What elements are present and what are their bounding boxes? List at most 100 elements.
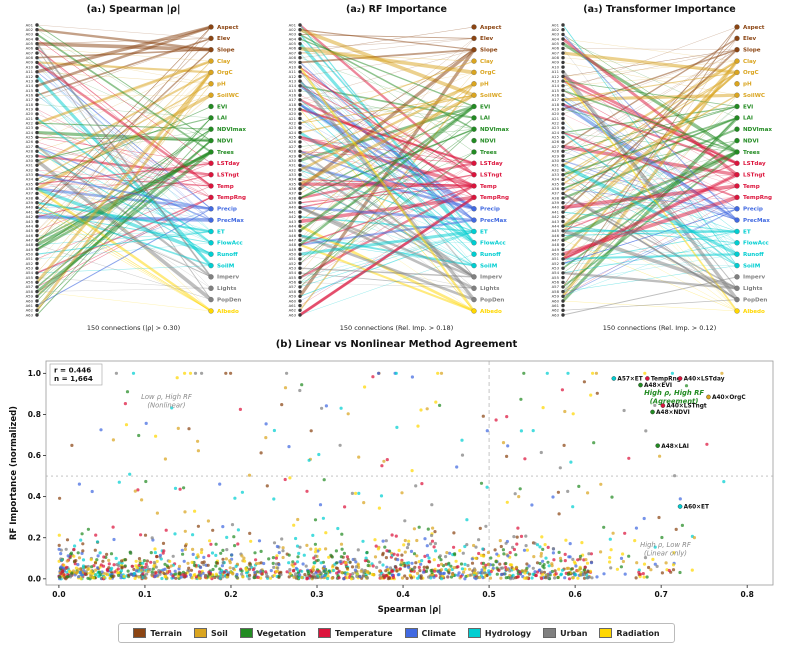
svg-text:SoilM: SoilM <box>480 263 498 269</box>
svg-text:PrecMax: PrecMax <box>480 218 507 224</box>
svg-text:A54: A54 <box>288 270 296 275</box>
legend-swatch-hydrology <box>467 628 481 638</box>
svg-text:A58: A58 <box>25 289 33 294</box>
svg-text:LSTngt: LSTngt <box>743 173 765 179</box>
svg-text:A11: A11 <box>25 69 33 74</box>
svg-text:A62: A62 <box>25 308 33 313</box>
scatter-title: (b) Linear vs Nonlinear Method Agreement <box>275 339 518 350</box>
svg-text:EVI: EVI <box>217 104 227 110</box>
svg-text:A21: A21 <box>551 116 559 121</box>
svg-text:Clay: Clay <box>217 59 231 65</box>
svg-text:A52: A52 <box>25 261 33 266</box>
svg-text:A49: A49 <box>288 247 296 252</box>
svg-text:A50: A50 <box>25 252 33 257</box>
svg-text:A06: A06 <box>288 46 296 51</box>
svg-text:A37: A37 <box>25 191 33 196</box>
panel-a1-title: (a₁) Spearman |ρ| <box>86 4 181 15</box>
svg-text:A46: A46 <box>288 233 296 238</box>
legend-item-terrain: Terrain <box>133 628 182 638</box>
svg-text:A15: A15 <box>551 88 559 93</box>
svg-text:RF Importance (normalized): RF Importance (normalized) <box>9 406 19 540</box>
svg-text:A20: A20 <box>288 111 296 116</box>
svg-text:A38: A38 <box>25 195 33 200</box>
svg-text:A51: A51 <box>25 256 33 261</box>
svg-text:Precip: Precip <box>480 207 500 213</box>
svg-text:A45: A45 <box>288 228 296 233</box>
svg-text:A58: A58 <box>288 289 296 294</box>
svg-text:A01: A01 <box>25 22 33 27</box>
svg-text:A17: A17 <box>551 97 559 102</box>
svg-text:A57: A57 <box>25 284 33 289</box>
svg-text:Albedo: Albedo <box>480 309 502 315</box>
svg-text:A04: A04 <box>551 36 559 41</box>
svg-text:A45: A45 <box>25 228 33 233</box>
svg-text:LAI: LAI <box>743 116 753 122</box>
svg-text:A12: A12 <box>25 74 33 79</box>
svg-text:ET: ET <box>217 229 225 235</box>
svg-text:A56: A56 <box>551 280 559 285</box>
svg-text:A44: A44 <box>25 223 33 228</box>
svg-text:r = 0.446: r = 0.446 <box>54 366 91 375</box>
svg-text:Low ρ, High RF: Low ρ, High RF <box>141 393 192 401</box>
svg-text:FlowAcc: FlowAcc <box>743 241 769 247</box>
svg-text:A02: A02 <box>25 27 33 32</box>
legend-label: Soil <box>210 628 228 638</box>
svg-text:A51: A51 <box>288 256 296 261</box>
svg-text:A59: A59 <box>25 294 33 299</box>
svg-text:Aspect: Aspect <box>480 25 502 31</box>
svg-text:A01: A01 <box>551 22 559 27</box>
svg-text:A14: A14 <box>25 83 33 88</box>
panel-a1-caption: 150 connections (|ρ| > 0.30) <box>86 324 181 332</box>
svg-text:A10: A10 <box>25 64 33 69</box>
svg-text:LAI: LAI <box>480 116 490 122</box>
svg-text:A25: A25 <box>551 135 559 140</box>
svg-text:Runoff: Runoff <box>480 252 501 258</box>
svg-text:A57: A57 <box>551 284 559 289</box>
legend-item-temperature: Temperature <box>318 628 393 638</box>
svg-text:A19: A19 <box>25 107 33 112</box>
svg-text:A01: A01 <box>288 22 296 27</box>
svg-text:0.1: 0.1 <box>138 590 151 599</box>
svg-text:A16: A16 <box>25 93 33 98</box>
svg-text:A48×EVI: A48×EVI <box>644 383 672 389</box>
svg-text:A35: A35 <box>288 181 296 186</box>
svg-text:A11: A11 <box>288 69 296 74</box>
svg-text:0.4: 0.4 <box>28 492 41 501</box>
svg-text:A03: A03 <box>288 32 296 37</box>
svg-text:A27: A27 <box>25 144 33 149</box>
svg-text:A02: A02 <box>288 27 296 32</box>
svg-text:A42: A42 <box>288 214 296 219</box>
svg-text:Precip: Precip <box>217 207 237 213</box>
svg-text:A13: A13 <box>25 78 33 83</box>
svg-text:Trees: Trees <box>743 150 761 156</box>
svg-text:Runoff: Runoff <box>217 252 238 258</box>
svg-text:A22: A22 <box>25 121 33 126</box>
svg-text:A48×NDVI: A48×NDVI <box>656 410 690 416</box>
svg-text:A34: A34 <box>551 177 559 182</box>
svg-text:0.3: 0.3 <box>310 590 323 599</box>
svg-text:A16: A16 <box>288 93 296 98</box>
panel-a3-caption: 150 connections (Rel. Imp. > 0.12) <box>602 324 717 332</box>
svg-text:A43: A43 <box>25 219 33 224</box>
svg-text:A39: A39 <box>25 200 33 205</box>
svg-text:A44: A44 <box>288 223 296 228</box>
svg-text:A52: A52 <box>551 261 559 266</box>
svg-text:SoilWC: SoilWC <box>217 93 239 99</box>
svg-text:A22: A22 <box>551 121 559 126</box>
svg-text:A63: A63 <box>25 312 33 317</box>
svg-text:A28: A28 <box>551 149 559 154</box>
svg-text:A59: A59 <box>288 294 296 299</box>
svg-text:Lights: Lights <box>480 286 500 292</box>
svg-text:PopDen: PopDen <box>743 297 767 303</box>
bipartite-diagram-rf: A01A02A03A04A05A06A07A08A09A10A11A12A13A… <box>288 22 509 317</box>
panel-a2-title: (a₂) RF Importance <box>346 4 447 15</box>
svg-text:Albedo: Albedo <box>217 309 239 315</box>
scatter-chart: 0.0 0.1 0.2 0.3 0.4 0.5 0.6 0.7 0.8 0.0 0.2 0.4 0.6 0… <box>9 360 774 615</box>
svg-text:A26: A26 <box>288 139 296 144</box>
svg-text:A18: A18 <box>288 102 296 107</box>
svg-text:A55: A55 <box>288 275 296 280</box>
svg-text:A54: A54 <box>25 270 33 275</box>
svg-text:A29: A29 <box>288 153 296 158</box>
svg-text:A42: A42 <box>551 214 559 219</box>
svg-text:A18: A18 <box>25 102 33 107</box>
